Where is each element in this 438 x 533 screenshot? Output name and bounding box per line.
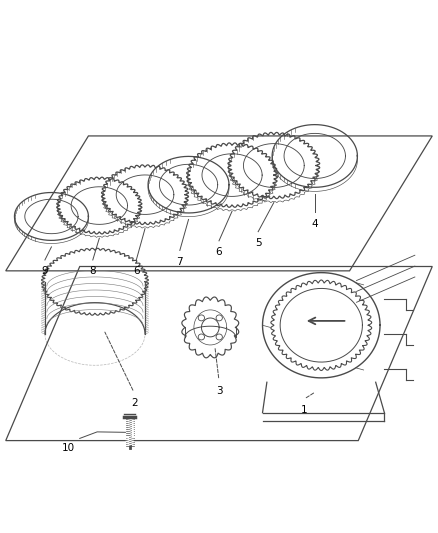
Text: 4: 4 (311, 219, 318, 229)
Text: 2: 2 (131, 398, 138, 408)
Text: 1: 1 (300, 405, 307, 415)
Text: 6: 6 (133, 266, 140, 277)
Text: 6: 6 (215, 247, 223, 257)
Ellipse shape (216, 315, 223, 321)
Text: 3: 3 (215, 386, 223, 396)
Text: 5: 5 (255, 238, 261, 248)
Ellipse shape (198, 315, 205, 321)
Text: 10: 10 (62, 443, 75, 453)
Text: 9: 9 (42, 266, 48, 277)
Ellipse shape (198, 334, 205, 340)
Ellipse shape (216, 334, 223, 340)
Text: 7: 7 (177, 257, 183, 267)
Text: 8: 8 (89, 266, 96, 277)
